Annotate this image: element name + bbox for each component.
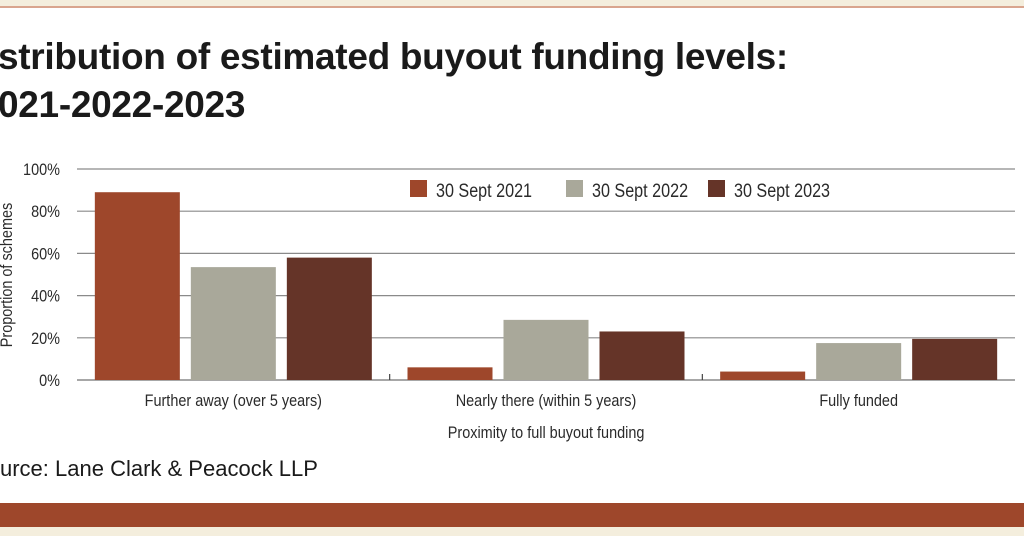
legend-label: 30 Sept 2023: [734, 180, 830, 202]
bottom-strip: [0, 527, 1024, 536]
bar-2021-0: [94, 192, 180, 380]
x-category-label: Further away (over 5 years): [145, 392, 322, 410]
y-tick-label: 60%: [31, 245, 60, 263]
bar-2022-1: [503, 319, 589, 380]
legend-swatch: [708, 180, 725, 197]
x-category-label: Nearly there (within 5 years): [456, 392, 637, 410]
top-band: [0, 0, 1024, 8]
source-note: urce: Lane Clark & Peacock LLP: [0, 456, 318, 481]
legend-label: 30 Sept 2022: [592, 180, 688, 202]
bar-2021-2: [720, 371, 806, 380]
legend-label: 30 Sept 2021: [436, 180, 532, 202]
bar-2023-1: [599, 331, 685, 380]
y-tick-label: 100%: [23, 161, 60, 179]
y-tick-label: 80%: [31, 203, 60, 221]
bar-2022-0: [190, 267, 276, 380]
x-category-label: Fully funded: [819, 392, 898, 410]
y-axis-label: Proportion of schemes: [0, 203, 16, 348]
y-tick-label: 40%: [31, 288, 60, 306]
bar-2023-0: [286, 257, 372, 380]
legend-swatch: [566, 180, 583, 197]
y-tick-label: 0%: [39, 372, 60, 390]
bar-2022-2: [816, 343, 902, 380]
bar-2021-1: [407, 367, 493, 380]
bar-2023-2: [912, 338, 998, 380]
legend-swatch: [410, 180, 427, 197]
bottom-band: [0, 503, 1024, 527]
y-tick-label: 20%: [31, 330, 60, 348]
chart-title-line-1: stribution of estimated buyout funding l…: [0, 36, 788, 77]
x-axis-label: Proximity to full buyout funding: [448, 424, 645, 442]
chart-title-line-2: 021-2022-2023: [0, 84, 246, 125]
